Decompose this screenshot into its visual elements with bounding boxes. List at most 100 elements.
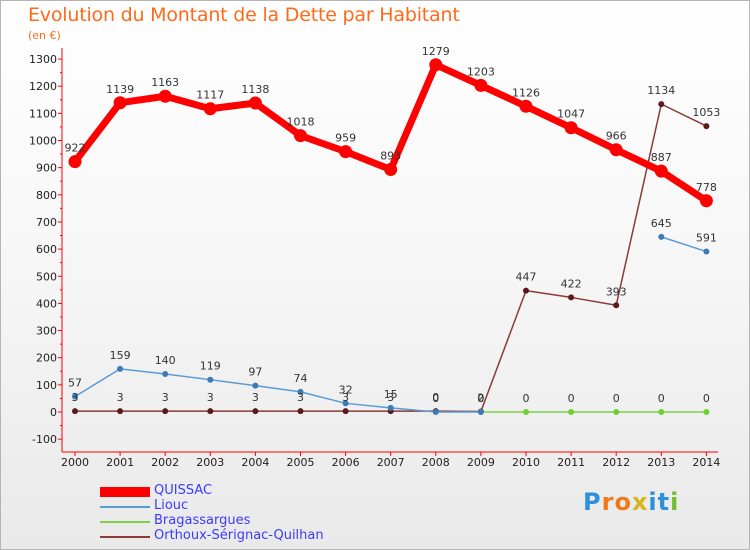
x-tick-label: 2008 [422, 456, 450, 469]
data-label-quissac: 887 [651, 151, 672, 164]
data-point-quissac [68, 155, 82, 169]
data-label-quissac: 1117 [196, 89, 224, 102]
x-tick-label: 2010 [512, 456, 540, 469]
data-point-bragassargues [613, 409, 620, 415]
data-label-orthoux-s-rignac-quilhan: 447 [516, 271, 537, 284]
logo-letter: r [601, 488, 615, 516]
data-label-orthoux-s-rignac-quilhan: 3 [297, 391, 304, 404]
y-tick-label: 700 [36, 216, 57, 229]
data-point-quissac [609, 143, 623, 157]
data-point-quissac [339, 145, 353, 159]
legend-item-liouc: Liouc [100, 498, 500, 515]
x-tick-label: 2005 [287, 456, 315, 469]
x-tick-label: 2004 [241, 456, 269, 469]
data-label-quissac: 966 [606, 130, 627, 143]
data-label-liouc: 119 [200, 360, 221, 373]
data-label-orthoux-s-rignac-quilhan: 3 [162, 391, 169, 404]
x-tick-label: 2002 [151, 456, 179, 469]
y-tick-label: 300 [36, 325, 57, 338]
data-point-liouc [387, 404, 394, 411]
y-tick-label: 100 [36, 379, 57, 392]
data-label-bragassargues: 0 [568, 392, 575, 405]
data-label-bragassargues: 0 [703, 392, 710, 405]
legend-label: Liouc [154, 498, 189, 513]
y-tick-label: 1300 [29, 53, 57, 66]
y-tick-label: 1000 [29, 135, 57, 148]
data-point-liouc [432, 409, 439, 415]
data-label-liouc: 0 [477, 392, 484, 405]
data-label-liouc: 0 [432, 392, 439, 405]
data-label-orthoux-s-rignac-quilhan: 3 [342, 391, 349, 404]
data-point-liouc [658, 233, 665, 240]
data-point-quissac [519, 99, 533, 113]
y-tick-label: -100 [32, 433, 57, 446]
data-label-quissac: 959 [335, 132, 356, 145]
data-point-quissac [429, 58, 443, 72]
x-tick-label: 2007 [377, 456, 405, 469]
legend-swatch [100, 521, 150, 523]
y-tick-label: 400 [36, 297, 57, 310]
data-point-quissac [113, 96, 127, 110]
data-label-orthoux-s-rignac-quilhan: 3 [387, 391, 394, 404]
data-label-quissac: 922 [65, 142, 86, 155]
data-point-bragassargues [523, 409, 529, 415]
x-tick-label: 2012 [602, 456, 630, 469]
data-label-orthoux-s-rignac-quilhan: 1134 [647, 84, 675, 97]
proxiti-logo: Proxiti [583, 488, 679, 516]
data-point-liouc [703, 248, 710, 255]
data-point-orthoux-s-rignac-quilhan [568, 294, 575, 301]
data-label-quissac: 1203 [467, 65, 495, 78]
data-point-orthoux-s-rignac-quilhan [72, 408, 78, 415]
data-point-bragassargues [703, 409, 710, 415]
data-label-orthoux-s-rignac-quilhan: 3 [252, 391, 259, 404]
data-label-orthoux-s-rignac-quilhan: 2 [477, 391, 484, 404]
legend-label: Bragassargues [154, 513, 251, 528]
data-point-liouc [162, 370, 169, 377]
data-label-bragassargues: 0 [523, 392, 530, 405]
data-point-liouc [72, 393, 78, 400]
data-point-quissac [384, 163, 398, 177]
x-tick-label: 2006 [332, 456, 360, 469]
data-point-liouc [477, 409, 484, 415]
legend-swatch [100, 536, 150, 538]
data-point-orthoux-s-rignac-quilhan [523, 287, 529, 294]
data-point-bragassargues [658, 409, 665, 415]
data-label-bragassargues: 0 [658, 392, 665, 405]
series-line-liouc [74, 368, 482, 413]
data-point-liouc [117, 365, 124, 372]
legend-swatch [100, 506, 150, 508]
chart-title: Evolution du Montant de la Dette par Hab… [28, 4, 460, 26]
data-label-liouc: 591 [696, 232, 717, 245]
data-label-quissac: 893 [380, 150, 401, 163]
data-point-orthoux-s-rignac-quilhan [207, 408, 214, 415]
data-point-orthoux-s-rignac-quilhan [252, 408, 259, 415]
data-point-quissac [474, 78, 488, 92]
unit-label: (en €) [28, 29, 61, 42]
data-point-orthoux-s-rignac-quilhan [162, 408, 169, 415]
data-label-orthoux-s-rignac-quilhan: 1053 [692, 106, 720, 119]
data-label-liouc: 140 [155, 354, 176, 367]
data-label-quissac: 1138 [241, 83, 269, 96]
data-label-quissac: 1163 [151, 76, 179, 89]
data-point-quissac [654, 164, 668, 178]
x-tick-label: 2003 [196, 456, 224, 469]
legend-swatch [100, 487, 150, 497]
y-tick-label: 200 [36, 352, 57, 365]
y-tick-label: 0 [50, 406, 57, 419]
data-label-bragassargues: 0 [477, 392, 484, 405]
data-point-orthoux-s-rignac-quilhan [658, 101, 665, 108]
y-tick-label: 500 [36, 270, 57, 283]
data-label-orthoux-s-rignac-quilhan: 422 [561, 277, 582, 290]
data-label-liouc: 159 [110, 349, 131, 362]
logo-letter: P [583, 488, 602, 516]
data-label-quissac: 778 [696, 181, 717, 194]
data-point-quissac [294, 129, 307, 143]
data-point-orthoux-s-rignac-quilhan [342, 408, 349, 415]
data-label-orthoux-s-rignac-quilhan: 0 [432, 391, 439, 404]
y-tick-label: 1100 [29, 107, 57, 120]
legend-label: QUISSAC [154, 483, 213, 498]
data-point-liouc [252, 382, 259, 389]
data-label-liouc: 15 [384, 388, 398, 401]
y-tick-label: 1200 [29, 80, 57, 93]
